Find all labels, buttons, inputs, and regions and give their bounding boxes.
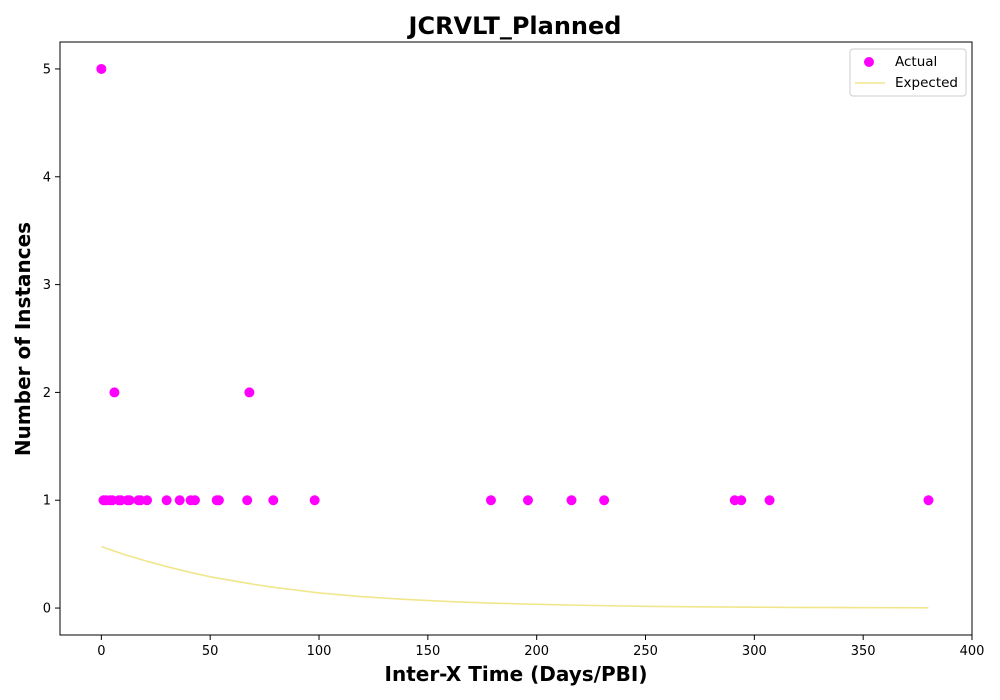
actual-point [599,495,610,506]
actual-point [124,495,135,506]
actual-point [244,387,255,398]
chart-title: JCRVLT_Planned [407,12,622,40]
actual-point [142,495,153,506]
x-tick-label: 400 [960,644,985,659]
legend-actual-marker [864,57,874,67]
actual-point [268,495,279,506]
actual-point [161,495,172,506]
actual-point [764,495,775,506]
legend: Actual Expected [849,48,967,97]
actual-point [923,495,934,506]
actual-point [96,63,107,74]
y-tick-label: 0 [43,602,51,617]
actual-point [174,495,185,506]
legend-expected-label: Expected [895,75,958,91]
x-tick-label: 0 [97,644,105,659]
actual-point [109,387,120,398]
actual-point [522,495,533,506]
actual-point [213,495,224,506]
actual-point [736,495,747,506]
x-tick-label: 250 [633,644,658,659]
x-axis-label: Inter-X Time (Days/PBI) [385,662,648,686]
legend-box [849,48,967,97]
y-axis-label: Number of Instances [11,222,35,456]
y-tick-label: 1 [43,494,51,509]
x-tick-label: 50 [202,644,219,659]
actual-point [566,495,577,506]
expected-line [101,545,929,609]
y-tick-label: 4 [43,170,51,185]
plot-area [96,63,934,609]
actual-point [485,495,496,506]
x-tick-label: 100 [307,644,332,659]
x-tick-label: 150 [415,644,440,659]
expected-series [101,545,929,609]
y-tick-label: 5 [43,62,51,77]
actual-series [96,63,934,506]
y-tick-label: 2 [43,386,51,401]
legend-actual-label: Actual [895,54,937,70]
actual-point [242,495,253,506]
x-tick-label: 300 [742,644,767,659]
x-tick-label: 350 [851,644,876,659]
y-tick-label: 3 [43,278,51,293]
axes-frame [59,41,973,636]
x-axis-ticks: 0 50 100 150 200 250 300 350 400 [97,635,984,659]
actual-point [309,495,320,506]
actual-point [189,495,200,506]
y-axis-ticks: 0 1 2 3 4 5 [43,62,60,617]
x-tick-label: 200 [524,644,549,659]
